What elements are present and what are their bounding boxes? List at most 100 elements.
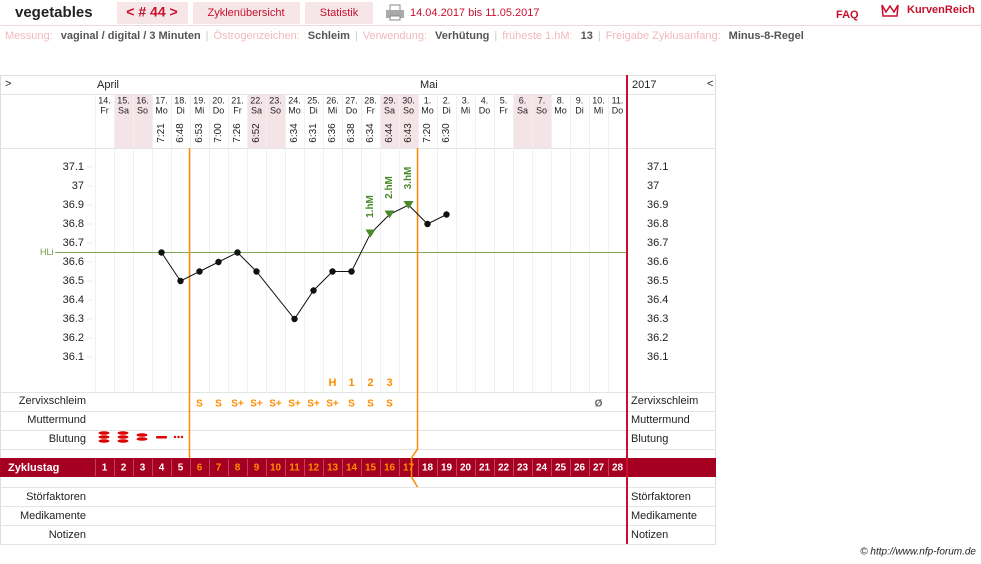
temperature-point xyxy=(424,220,431,228)
weekend-shade xyxy=(532,94,551,148)
cycle-day: 28 xyxy=(612,463,624,474)
weekend-shade xyxy=(266,94,285,148)
bleeding-icon xyxy=(173,435,177,439)
cycle-day: 1 xyxy=(102,463,108,474)
nav-button[interactable]: < xyxy=(707,78,713,90)
setting-value: Verhütung xyxy=(435,30,489,42)
day-date: 28. xyxy=(364,95,377,105)
y-tick-label: 36.9 xyxy=(63,199,84,211)
weekend-shade xyxy=(133,94,152,148)
bleeding-icon xyxy=(180,435,184,439)
y-tick-label: 36.1 xyxy=(63,351,84,363)
bleeding-icon xyxy=(117,431,129,435)
weekend-shade xyxy=(114,94,133,148)
day-date: 23. xyxy=(269,95,282,105)
setting-value: Minus-8-Regel xyxy=(729,30,804,42)
bleeding-icon xyxy=(98,435,110,439)
day-weekday: Fr xyxy=(366,105,375,115)
row-label: Notizen xyxy=(49,529,86,541)
y-tick-label: 36.8 xyxy=(63,218,84,230)
day-date: 4. xyxy=(481,95,489,105)
day-weekday: Di xyxy=(575,105,584,115)
tab[interactable]: Zyklenübersicht xyxy=(207,7,284,19)
row-label: Zervixschleim xyxy=(631,395,698,407)
measure-time: 7:20 xyxy=(422,123,433,143)
measure-time: 6:34 xyxy=(365,123,376,143)
row-label: Notizen xyxy=(631,529,668,541)
cycle-boundary xyxy=(410,148,419,488)
month-label: April xyxy=(97,79,119,91)
cycle-day: 20 xyxy=(460,463,472,474)
tab-box[interactable] xyxy=(193,2,300,24)
bleeding-icon xyxy=(117,435,129,439)
measure-time: 6:52 xyxy=(251,123,262,143)
settings-row: Messung: vaginal / digital / 3 Minuten | Ös… xyxy=(5,30,804,42)
row-label: Muttermund xyxy=(27,414,86,426)
mucus-entry: S xyxy=(367,399,374,410)
day-date: 5. xyxy=(500,95,508,105)
mucus-entry: S xyxy=(196,399,203,410)
y-tick-label: 37.1 xyxy=(63,161,84,173)
mucus-entry: S+ xyxy=(250,399,263,410)
cycle-day: 5 xyxy=(178,463,184,474)
year-label: 2017 xyxy=(632,79,656,91)
logo[interactable]: KurvenReich xyxy=(907,4,975,16)
y-tick-label: 36.4 xyxy=(647,294,668,306)
cycle-day: 2 xyxy=(121,463,127,474)
cycle-day: 7 xyxy=(216,463,222,474)
y-tick-label: 36.1 xyxy=(647,351,668,363)
measure-time: 6:31 xyxy=(308,123,319,143)
separator: | xyxy=(355,30,358,42)
temperature-point xyxy=(253,268,260,275)
temperature-point xyxy=(177,277,184,285)
mucus-entry: S+ xyxy=(326,399,339,410)
cycle-day: 27 xyxy=(593,463,605,474)
y-tick-label: 36.7 xyxy=(63,237,84,249)
cycle-box[interactable] xyxy=(117,2,188,24)
measure-time: 6:44 xyxy=(384,123,395,143)
setting-value: 13 xyxy=(581,30,593,42)
mucus-entry: S+ xyxy=(231,399,244,410)
day-weekday: Fr xyxy=(233,105,242,115)
row-label: Medikamente xyxy=(631,510,697,522)
row-label: Zyklustag xyxy=(8,462,59,474)
mucus-entry: Ø xyxy=(595,399,603,410)
bleeding-icon xyxy=(98,431,110,435)
y-tick-label: 36.2 xyxy=(63,332,84,344)
day-weekday: Mo xyxy=(554,105,567,115)
temperature-point xyxy=(310,287,317,294)
cycle-day: 6 xyxy=(197,463,203,474)
row-label: Störfaktoren xyxy=(631,491,691,503)
temperature-point xyxy=(234,249,241,256)
day-date: 2. xyxy=(443,95,451,105)
day-weekday: So xyxy=(270,105,281,115)
y-tick-label: 36.3 xyxy=(647,313,668,325)
day-weekday: Mo xyxy=(421,105,434,115)
date-range: 14.04.2017 bis 11.05.2017 xyxy=(410,7,539,19)
measure-time: 7:00 xyxy=(213,123,224,143)
y-tick-label: 36.6 xyxy=(63,256,84,268)
cycle-day: 23 xyxy=(517,463,529,474)
temperature-point xyxy=(291,315,298,323)
cycle-nav[interactable]: < # 44 > xyxy=(126,4,177,20)
cycle-day: 16 xyxy=(384,463,396,474)
tab[interactable]: Statistik xyxy=(320,7,359,19)
day-date: 6. xyxy=(519,95,527,105)
temperature-point xyxy=(215,258,222,266)
cycle-day: 17 xyxy=(403,463,415,474)
temperature-point xyxy=(348,268,355,275)
cycle-day: 8 xyxy=(235,463,241,474)
row-label: Medikamente xyxy=(20,510,86,522)
measure-time: 6:53 xyxy=(194,123,205,143)
bleeding-icon xyxy=(177,435,180,439)
cycle-day: 3 xyxy=(140,463,146,474)
tab-box[interactable] xyxy=(305,2,373,24)
weekend-shade xyxy=(399,94,418,148)
nav-button[interactable]: > xyxy=(5,78,11,90)
measure-time: 6:36 xyxy=(327,123,338,143)
faq-link[interactable]: FAQ xyxy=(836,9,859,21)
weekend-shade xyxy=(380,94,399,148)
bleeding-icon xyxy=(98,439,110,443)
printer-icon[interactable] xyxy=(386,4,404,21)
day-weekday: So xyxy=(536,105,547,115)
